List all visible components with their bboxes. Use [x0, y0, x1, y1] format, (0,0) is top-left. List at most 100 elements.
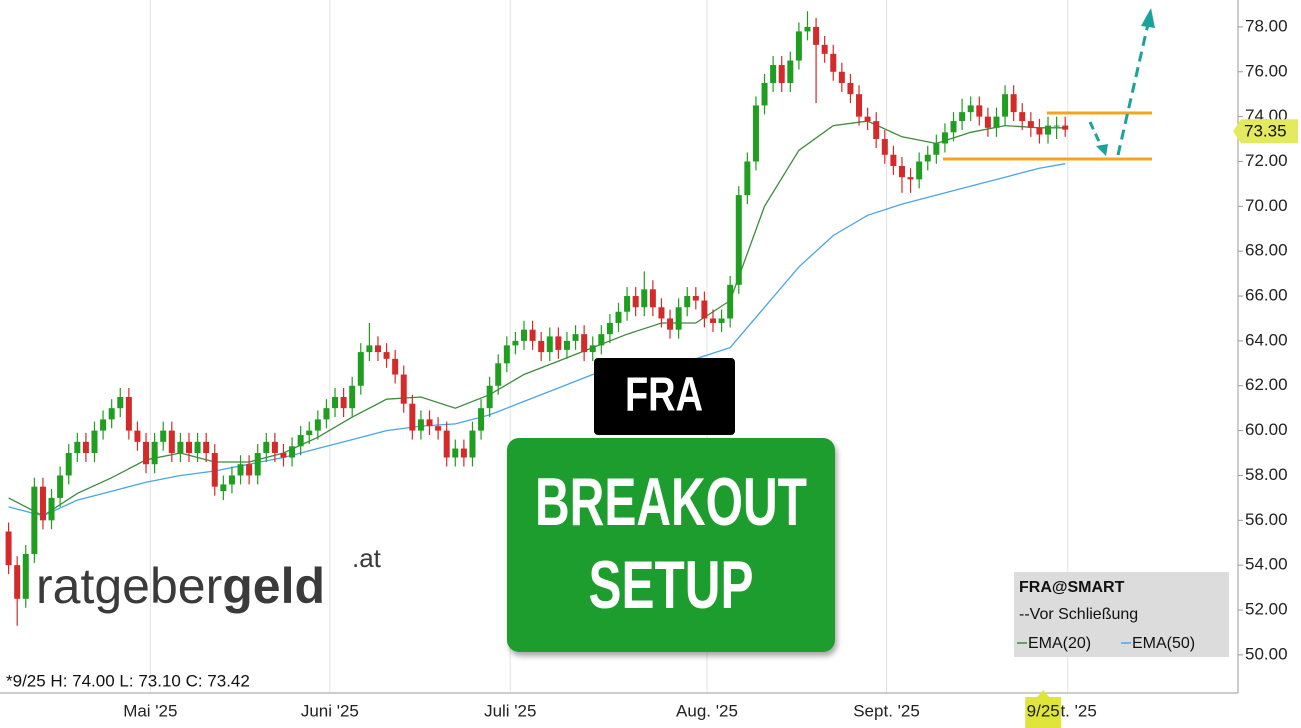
candle-body — [100, 419, 107, 431]
legend-label: EMA(20) — [1028, 635, 1091, 652]
candle-body — [1002, 94, 1009, 117]
candle-body — [1053, 125, 1060, 127]
candle-body — [1019, 112, 1026, 122]
candle-body — [1010, 94, 1017, 113]
candle-body — [675, 307, 682, 330]
candle-body — [340, 396, 347, 409]
price-tag — [1233, 119, 1298, 144]
candle-body — [787, 60, 794, 83]
candle-body — [74, 441, 81, 454]
candle-body — [39, 486, 46, 521]
ema-line — [8, 120, 1066, 517]
candle-body — [821, 44, 828, 54]
candle-body — [289, 446, 296, 458]
candle-body — [598, 334, 605, 346]
candle-body — [606, 322, 613, 335]
cursor-tag-label: 9/25 — [1027, 701, 1060, 720]
candle-body — [185, 441, 192, 454]
candle-body — [838, 71, 845, 83]
candle-body — [220, 484, 227, 492]
candle-body — [297, 435, 304, 447]
candle-body — [486, 385, 493, 409]
candle-body — [701, 300, 708, 319]
candle-body — [641, 289, 648, 308]
candle-body — [847, 82, 854, 95]
candle-body — [271, 441, 278, 454]
candle-body — [194, 441, 201, 454]
candle-body — [916, 161, 923, 180]
candle-body — [349, 385, 356, 409]
y-tick-label: 70.00 — [1245, 196, 1288, 215]
candle-body — [168, 430, 175, 454]
legend-label: EMA(50) — [1132, 635, 1195, 652]
x-tick-label: Juli '25 — [484, 701, 536, 720]
candle-body — [91, 430, 98, 454]
candle-body — [435, 426, 442, 431]
candle-body — [426, 419, 433, 427]
candle-body — [761, 82, 768, 106]
candle-body — [770, 65, 777, 83]
x-tick-label: Sept. '25 — [853, 701, 920, 720]
y-tick-label: 78.00 — [1245, 16, 1288, 35]
candle-body — [1062, 125, 1069, 130]
y-tick-label: 50.00 — [1245, 644, 1288, 663]
y-tick-label: 62.00 — [1245, 375, 1288, 394]
candle-body — [443, 430, 450, 458]
candle-body — [357, 352, 364, 386]
candle-body — [117, 396, 124, 409]
candle-body — [211, 453, 218, 487]
candle-body — [950, 121, 957, 133]
ema-line — [8, 163, 1066, 517]
y-tick-label: 54.00 — [1245, 555, 1288, 574]
candle-body — [830, 53, 837, 72]
candle-body — [752, 105, 759, 162]
candle-body — [735, 195, 742, 285]
candle-body — [383, 352, 390, 359]
candle-body — [976, 105, 983, 117]
candle-body — [22, 553, 29, 599]
candle-body — [478, 408, 485, 431]
arrow-down — [1088, 121, 1104, 149]
candle-body — [332, 396, 339, 409]
y-tick-label: 58.00 — [1245, 465, 1288, 484]
candle-body — [14, 565, 21, 599]
y-tick-label: 52.00 — [1245, 600, 1288, 619]
candle-body — [967, 105, 974, 113]
candle-body — [890, 154, 897, 166]
candle-body — [521, 329, 528, 341]
logo-text: ratgeber — [36, 558, 222, 614]
candles — [5, 11, 1069, 626]
candle-body — [572, 334, 579, 341]
candle-body — [469, 430, 476, 458]
candle-body — [280, 453, 287, 458]
candle-body — [667, 318, 674, 330]
candle-body — [1045, 125, 1052, 135]
candle-body — [778, 65, 785, 83]
candle-body — [409, 403, 416, 431]
y-tick-label: 64.00 — [1245, 330, 1288, 349]
logo-text: geld — [222, 558, 325, 614]
candle-body — [933, 143, 940, 155]
candle-body — [744, 161, 751, 196]
candle-body — [366, 345, 373, 353]
y-tick-label: 72.00 — [1245, 151, 1288, 170]
candle-body — [589, 345, 596, 353]
candle-body — [529, 329, 536, 341]
candle-body — [563, 340, 570, 350]
ticker-box — [594, 358, 735, 435]
candle-body — [984, 116, 991, 128]
candle-body — [795, 31, 802, 61]
candle-body — [82, 441, 89, 454]
cursor-tag-point — [1037, 690, 1050, 697]
candle-body — [624, 296, 631, 312]
candle-body — [246, 464, 253, 476]
candle-body — [65, 453, 72, 476]
candle-body — [57, 475, 64, 498]
candle-body — [503, 345, 510, 364]
candle-body — [881, 139, 888, 155]
candle-body — [658, 307, 665, 319]
y-tick-label: 76.00 — [1245, 61, 1288, 80]
candle-body — [374, 345, 381, 353]
indicators — [8, 120, 1066, 517]
candle-body — [632, 296, 639, 308]
